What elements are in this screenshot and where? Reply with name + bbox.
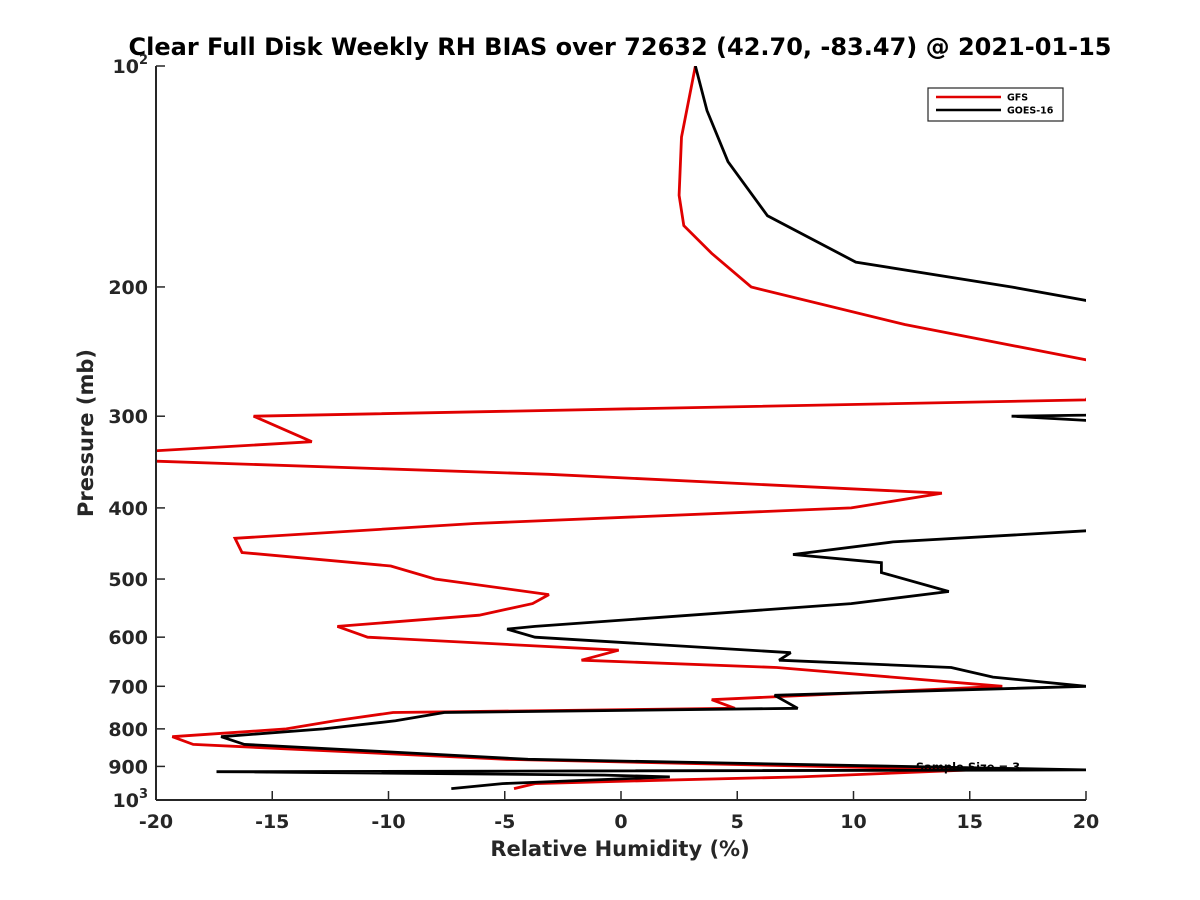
x-tick-label: -20 bbox=[139, 811, 173, 833]
y-tick-label: 102 bbox=[113, 53, 149, 78]
y-tick-label: 800 bbox=[108, 719, 148, 741]
legend-box bbox=[927, 87, 1064, 122]
x-tick-label: -10 bbox=[371, 811, 405, 833]
x-tick-label: 15 bbox=[957, 811, 983, 833]
y-tick-label: 103 bbox=[113, 787, 149, 812]
y-tick-label: 200 bbox=[108, 277, 148, 299]
y-ticks: 102 200 300 400 500 600 700 800 900 103 bbox=[108, 53, 165, 812]
y-tick-label: 400 bbox=[108, 498, 148, 520]
legend-label-gfs: GFS bbox=[1007, 93, 1028, 104]
plot-area bbox=[156, 66, 1086, 790]
series-line-goes16 bbox=[216, 66, 1086, 790]
legend: GFS GOES-16 bbox=[927, 87, 1064, 122]
series-layer bbox=[156, 66, 1086, 790]
y-tick-label: 300 bbox=[108, 406, 148, 428]
series-line-gfs bbox=[156, 66, 1086, 790]
y-tick-label: 500 bbox=[108, 569, 148, 591]
y-tick-label: 900 bbox=[108, 756, 148, 778]
chart-title: Clear Full Disk Weekly RH BIAS over 7263… bbox=[129, 33, 1112, 61]
y-axis-label: Pressure (mb) bbox=[74, 349, 98, 517]
x-tick-label: -15 bbox=[255, 811, 289, 833]
x-tick-label: 10 bbox=[840, 811, 866, 833]
y-tick-label: 600 bbox=[108, 627, 148, 649]
sample-size-annotation: Sample Size = 3 bbox=[916, 760, 1020, 774]
y-tick-label: 700 bbox=[108, 676, 148, 698]
x-tick-label: 0 bbox=[614, 811, 627, 833]
x-axis-label: Relative Humidity (%) bbox=[490, 837, 749, 861]
x-ticks: -20 -15 -10 -5 0 5 10 15 20 bbox=[139, 791, 1099, 833]
x-tick-label: -5 bbox=[494, 811, 515, 833]
x-tick-label: 20 bbox=[1073, 811, 1099, 833]
legend-label-goes16: GOES-16 bbox=[1007, 106, 1054, 117]
x-tick-label: 5 bbox=[731, 811, 744, 833]
